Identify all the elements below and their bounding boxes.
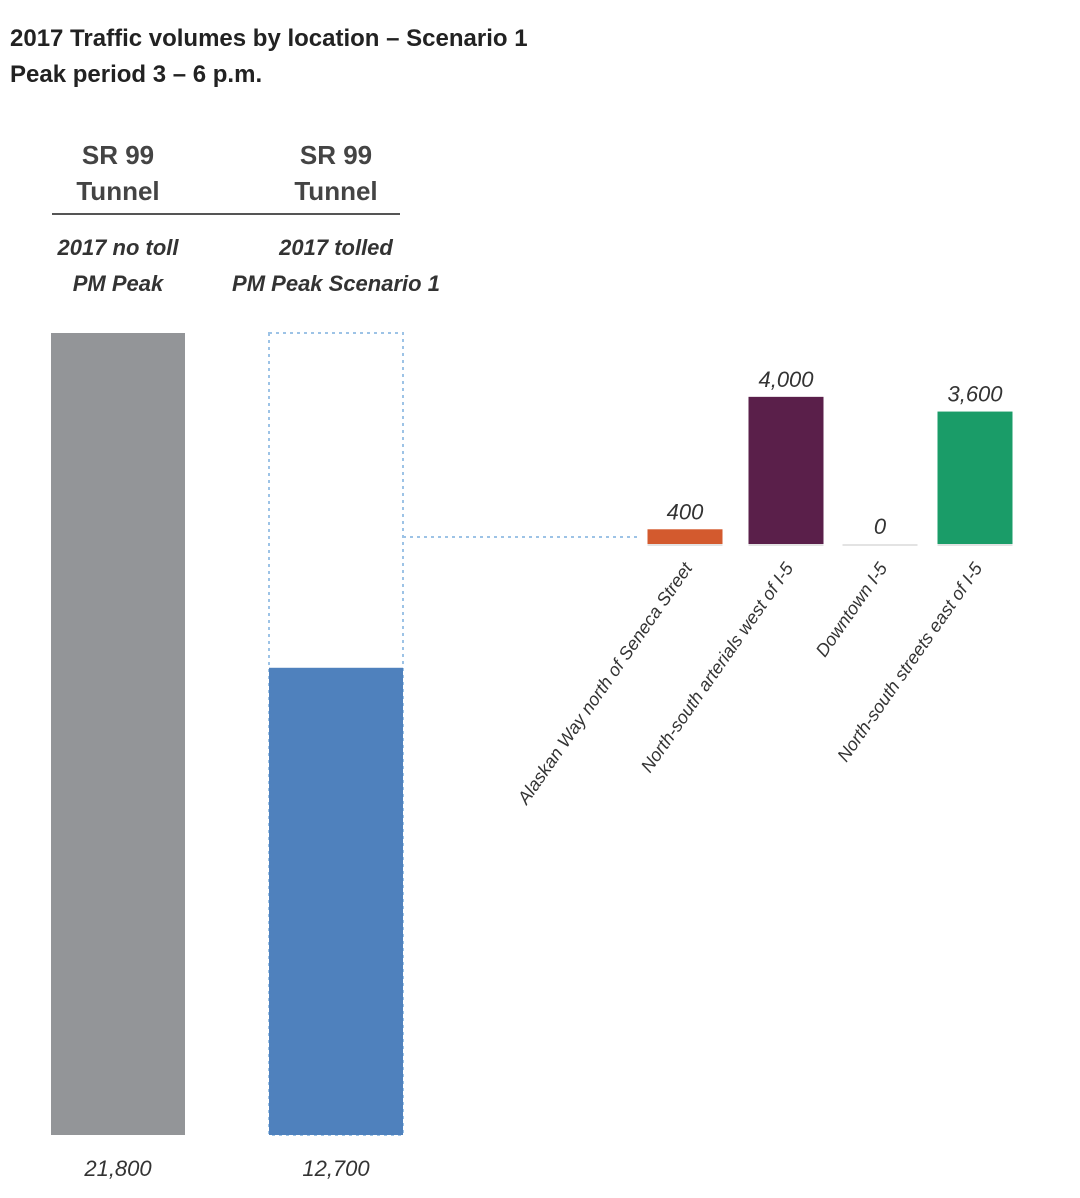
column-header: SR 99 bbox=[82, 140, 154, 170]
category-label: Downtown I-5 bbox=[812, 558, 892, 660]
category-label: Alaskan Way north of Seneca Street bbox=[513, 558, 697, 809]
chart-title: 2017 Traffic volumes by location – Scena… bbox=[10, 25, 528, 52]
column-header: Tunnel bbox=[294, 176, 377, 206]
column-header: SR 99 bbox=[300, 140, 372, 170]
value-label: 21,800 bbox=[83, 1156, 152, 1181]
value-label: 400 bbox=[667, 499, 704, 524]
bar bbox=[51, 333, 185, 1135]
bar bbox=[269, 667, 403, 1135]
category-label: PM Peak bbox=[73, 271, 165, 296]
category-label: PM Peak Scenario 1 bbox=[232, 271, 440, 296]
chart-subtitle: Peak period 3 – 6 p.m. bbox=[10, 61, 262, 88]
category-label: 2017 tolled bbox=[278, 235, 393, 260]
bar bbox=[647, 529, 723, 544]
value-label: 3,600 bbox=[947, 382, 1003, 407]
bar bbox=[748, 396, 824, 544]
value-label: 0 bbox=[874, 514, 887, 539]
value-label: 4,000 bbox=[758, 367, 814, 392]
bar bbox=[937, 411, 1013, 544]
column-header: Tunnel bbox=[76, 176, 159, 206]
category-label: 2017 no toll bbox=[56, 235, 179, 260]
value-label: 12,700 bbox=[302, 1156, 370, 1181]
